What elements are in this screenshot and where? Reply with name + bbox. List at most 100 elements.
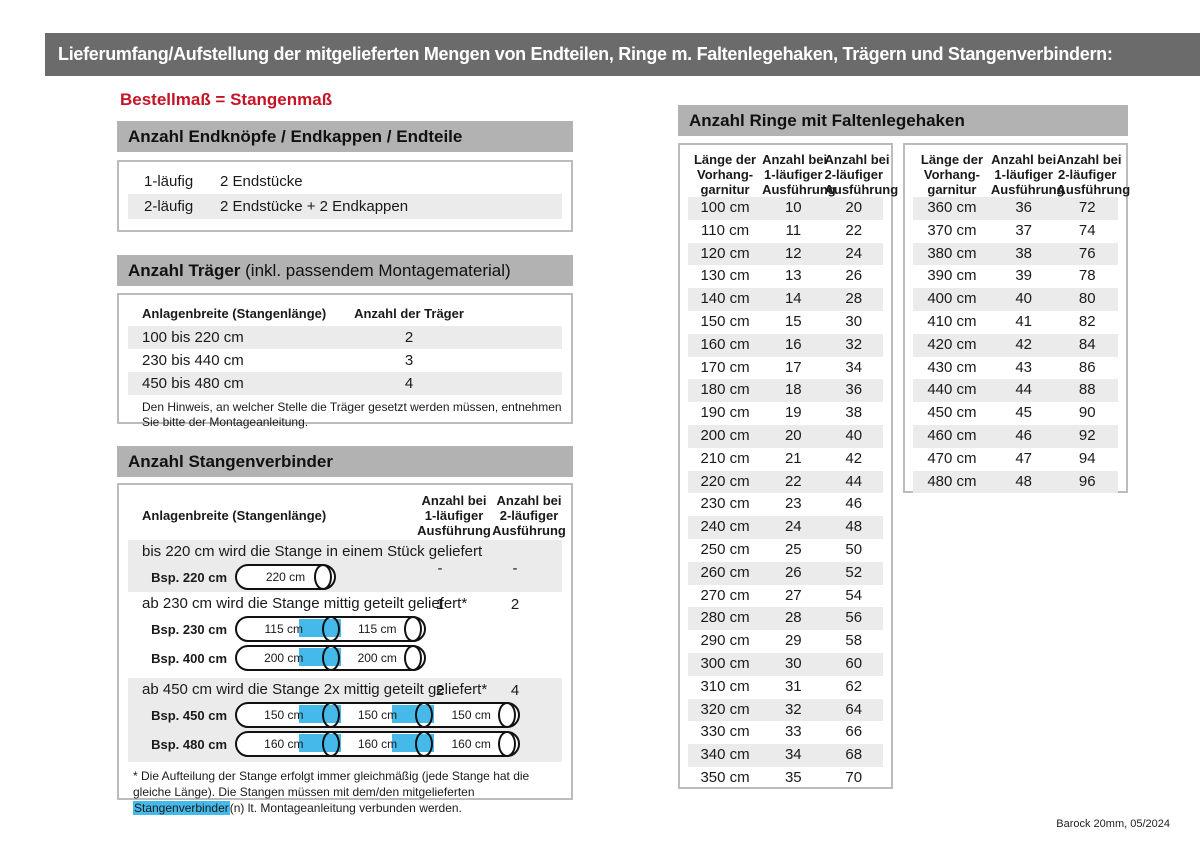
ring-cell-2laufig: 62 [845, 677, 863, 695]
ring-table-360-480: Länge der Vorhang-garnitur Anzahl bei 1-läu… [903, 143, 1130, 494]
rod-segment-length: 115 cm [358, 622, 397, 636]
ring-table-column-header: Anzahl bei 1-läufiger Ausführung [762, 152, 836, 197]
rod-row: Bsp. 230 cm 115 cm 115 cm [142, 616, 562, 642]
section-title-traeger: Anzahl Träger [128, 261, 241, 280]
ring-cell-length: 440 cm [927, 381, 977, 399]
ring-table-row: 310 cm 31 62 [688, 676, 883, 699]
ring-cell-2laufig: 20 [845, 199, 863, 216]
ring-cell-1laufig: 45 [1015, 404, 1033, 422]
ring-column-header-line: Anzahl bei [762, 152, 828, 167]
ring-cell-2laufig: 34 [845, 358, 863, 376]
ring-table-column-header: Anzahl bei 2-läufiger Ausführung [824, 152, 898, 197]
ring-cell-1laufig: 21 [784, 449, 802, 467]
ring-table-row: 210 cm 21 42 [688, 448, 883, 471]
ring-cell-1laufig: 30 [784, 654, 802, 672]
ring-column-header-line: 1-läufiger [994, 167, 1053, 182]
ring-cell-1laufig: 46 [1015, 426, 1033, 444]
endteile-table: 1-läufig 2 Endstücke 2-läufig 2 Endstücke +… [117, 160, 573, 232]
ring-cell-2laufig: 38 [845, 404, 863, 422]
endteile-row-label: 2-läufig [144, 198, 194, 215]
ring-cell-1laufig: 12 [784, 244, 802, 262]
ring-cell-2laufig: 56 [845, 609, 863, 627]
verbinder-groups: bis 220 cm wird die Stange in einem Stüc… [119, 540, 571, 762]
rod-example-label: Bsp. 480 cm [151, 736, 227, 752]
ring-cell-2laufig: 78 [1078, 267, 1096, 285]
verbinder-value-1laufig: - [437, 560, 443, 577]
ring-table-row: 320 cm 32 64 [688, 698, 883, 722]
verbinder-value-2laufig: 2 [510, 596, 520, 613]
ring-cell-1laufig: 13 [784, 267, 802, 285]
ring-cell-2laufig: 30 [845, 312, 863, 330]
ring-table-row: 260 cm 26 52 [688, 561, 883, 585]
ring-cell-2laufig: 40 [845, 426, 863, 444]
traeger-rows: 100 bis 220 cm 2 230 bis 440 cm 3 450 bis 48… [119, 326, 571, 395]
endteile-row-value: 2 Endstücke [220, 173, 303, 190]
rod-segment-length: 150 cm [264, 708, 304, 722]
rod-segment-length: 200 cm [264, 651, 304, 665]
ring-table-row: 380 cm 38 76 [913, 242, 1118, 266]
ring-cell-length: 150 cm [700, 312, 750, 330]
ring-column-header-line: Anzahl bei [991, 152, 1057, 167]
ring-table-row: 480 cm 48 96 [913, 470, 1118, 494]
traeger-row-count: 2 [404, 329, 414, 346]
ring-table-row: 100 cm 10 20 [688, 197, 883, 220]
ring-cell-length: 320 cm [700, 700, 750, 718]
ring-table-row: 420 cm 42 84 [913, 333, 1118, 357]
segment-end-ellipse [321, 731, 340, 757]
ring-cell-length: 420 cm [927, 335, 977, 353]
ring-table-row: 470 cm 47 94 [913, 448, 1118, 471]
ring-table-row: 340 cm 34 68 [688, 744, 883, 767]
ring-cell-2laufig: 54 [845, 586, 863, 604]
ring-cell-1laufig: 40 [1015, 290, 1033, 308]
ring-cell-1laufig: 32 [784, 700, 802, 718]
segment-end-ellipse [321, 645, 340, 671]
ring-cell-1laufig: 44 [1015, 381, 1033, 399]
ring-cell-2laufig: 94 [1078, 449, 1096, 467]
rod-segment-length: 160 cm [264, 737, 304, 751]
ring-column-header-line: Anzahl bei [1056, 152, 1122, 167]
ring-table-row: 140 cm 14 28 [688, 288, 883, 311]
verbinder-value-1laufig: 1 [435, 596, 445, 613]
verbinder-col-2laufig-line: 2-läufiger [499, 508, 559, 523]
ring-cell-2laufig: 60 [845, 654, 863, 672]
ring-column-header-line: 2-läufiger [824, 167, 883, 182]
rod-row: Bsp. 480 cm 160 cm 160 cm 160 cm [142, 731, 562, 757]
rod-end-ellipse [404, 645, 422, 671]
ring-cell-1laufig: 36 [1015, 199, 1033, 216]
rod-segment: 115 cm [331, 618, 425, 640]
verbinder-footnote: * Die Aufteilung der Stange erfolgt imme… [128, 768, 562, 816]
rod-segment: 200 cm [237, 647, 331, 669]
section-title-stangenverbinder: Anzahl Stangenverbinder [128, 452, 333, 471]
ring-cell-length: 330 cm [700, 723, 750, 741]
ring-cell-1laufig: 16 [784, 335, 802, 353]
traeger-note: Den Hinweis, an welcher Stelle die Träge… [142, 400, 562, 429]
rod-row: Bsp. 450 cm 150 cm 150 cm 150 cm [142, 702, 562, 728]
section-header-traeger: Anzahl Träger (inkl. passendem Montagema… [117, 255, 573, 286]
ring-table-header: Länge der Vorhang-garnitur Anzahl bei 1-läu… [913, 145, 1130, 197]
ring-cell-length: 180 cm [700, 381, 750, 399]
traeger-row: 230 bis 440 cm 3 [128, 349, 562, 372]
ring-cell-1laufig: 35 [784, 768, 802, 786]
rod-segment-length: 220 cm [265, 570, 306, 584]
verbinder-value-2laufig: 4 [510, 682, 520, 699]
ring-cell-1laufig: 42 [1015, 335, 1033, 353]
ring-cell-2laufig: 68 [845, 746, 863, 764]
ring-cell-2laufig: 44 [845, 472, 863, 490]
ring-column-header-line: Ausführung [990, 182, 1065, 197]
rod-segment: 200 cm [331, 647, 425, 669]
endteile-row-value: 2 Endstücke + 2 Endkappen [220, 198, 409, 215]
ring-cell-length: 310 cm [700, 677, 750, 695]
rod-segment: 160 cm [331, 733, 425, 755]
ring-cell-1laufig: 38 [1015, 244, 1033, 262]
verbinder-group: bis 220 cm wird die Stange in einem Stüc… [128, 540, 562, 592]
ring-cell-2laufig: 74 [1078, 221, 1096, 239]
ring-cell-2laufig: 82 [1078, 312, 1096, 330]
endteile-row: 2-läufig 2 Endstücke + 2 Endkappen [128, 194, 562, 219]
ring-table-row: 240 cm 24 48 [688, 516, 883, 539]
verbinder-group: ab 230 cm wird die Stange mittig geteilt… [128, 592, 562, 678]
rod-segment: 160 cm [424, 733, 518, 755]
verbinder-group: ab 450 cm wird die Stange 2x mittig gete… [128, 678, 562, 762]
traeger-row-range: 450 bis 480 cm [142, 375, 244, 392]
ring-cell-length: 280 cm [700, 609, 750, 627]
rod-segment: 160 cm [237, 733, 331, 755]
